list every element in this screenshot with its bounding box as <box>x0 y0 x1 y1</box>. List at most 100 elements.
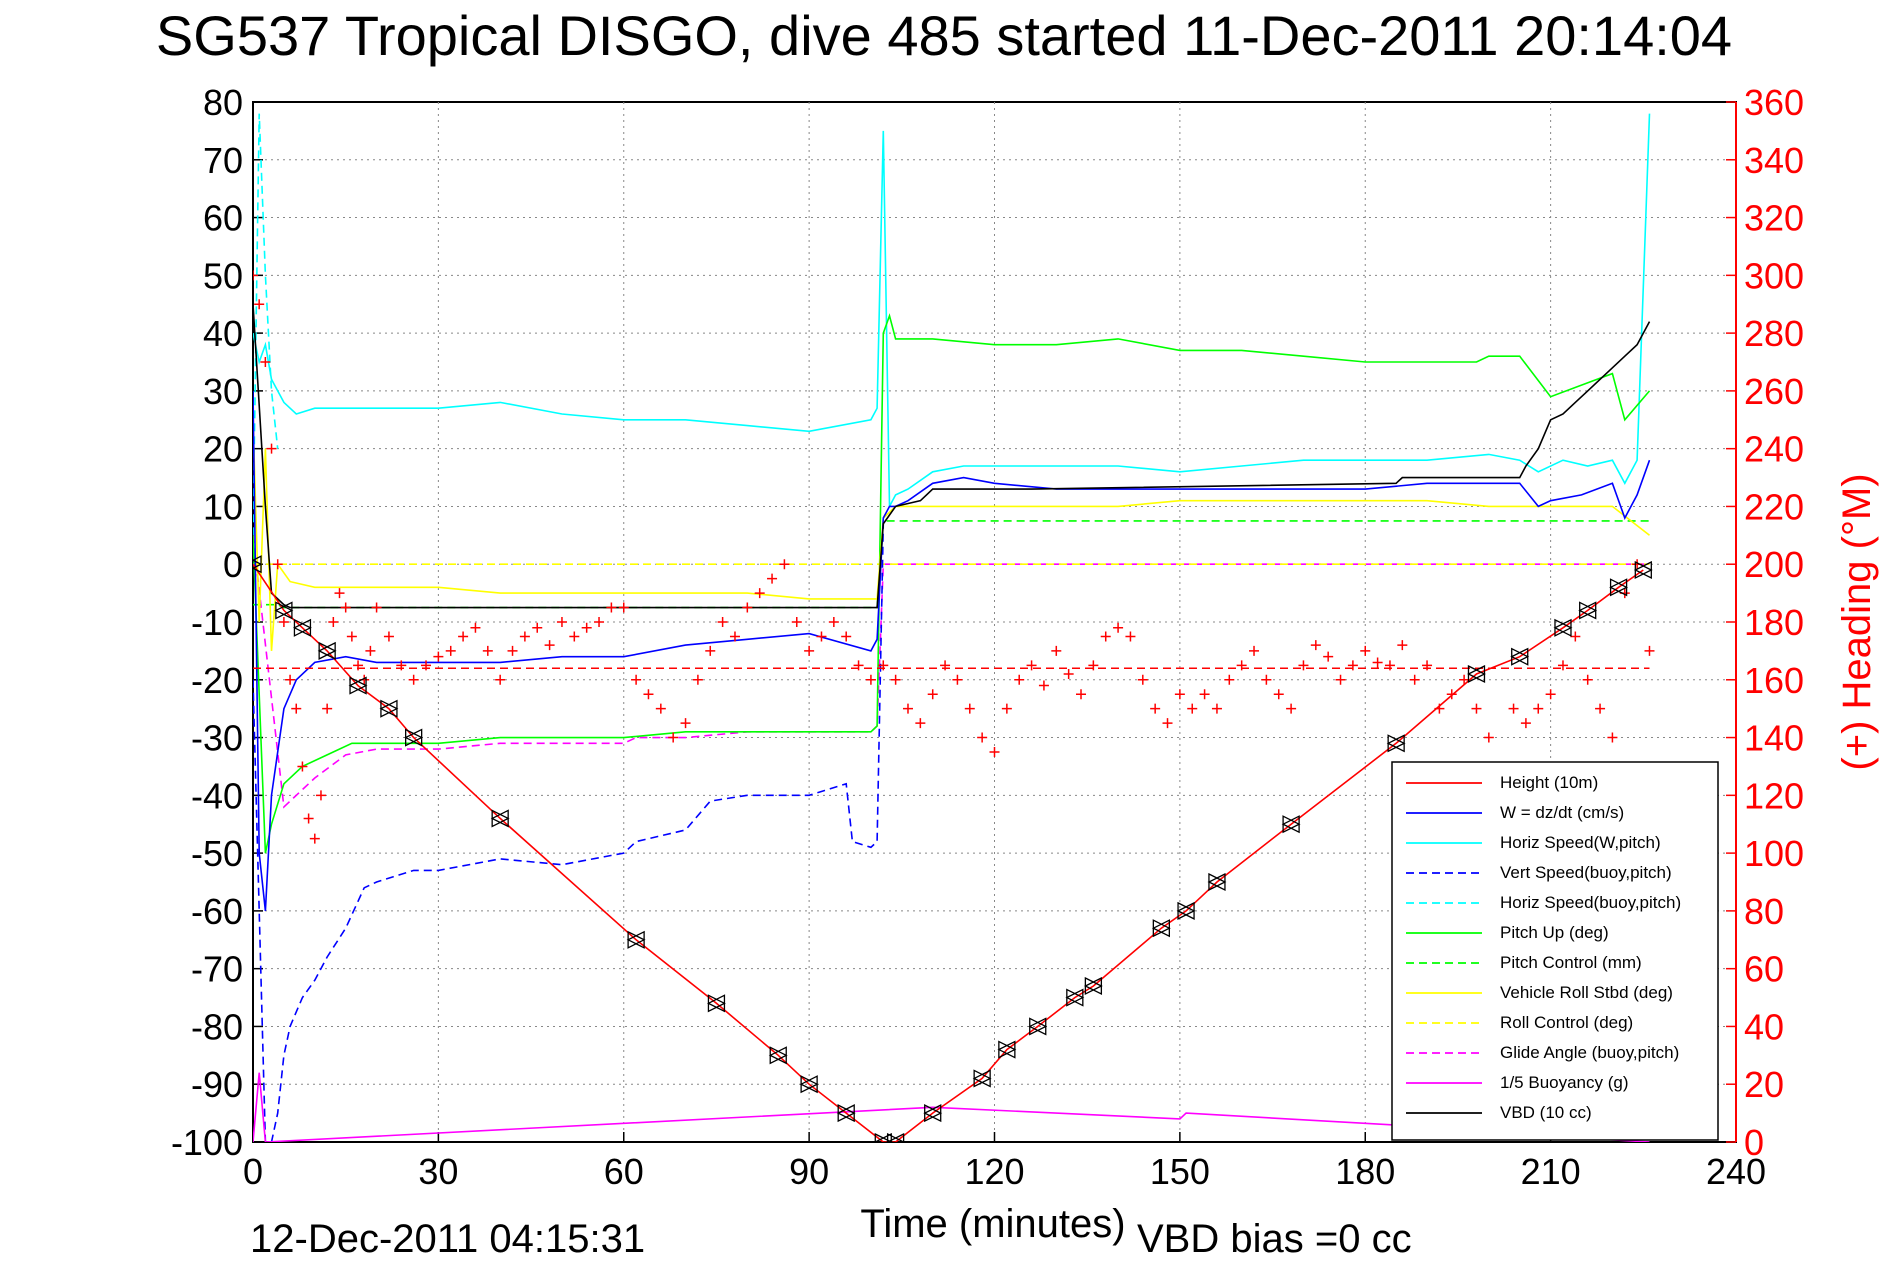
y-tick-label: 80 <box>203 82 243 123</box>
heading-point <box>754 588 765 599</box>
y-tick-label: 70 <box>203 140 243 181</box>
y-tick-label: 20 <box>203 429 243 470</box>
heading-point <box>606 602 617 613</box>
height-marker <box>706 994 726 1013</box>
y-axis-ticks: 80 70 60 50 40 30 20 10 0 -10 -20 -30 -40 -50 -60 -70 -8… <box>171 82 263 1163</box>
legend-entry: Vehicle Roll Stbd (deg) <box>1500 983 1673 1002</box>
y-right-tick-label: 120 <box>1744 775 1804 816</box>
y-right-tick-label: 160 <box>1744 660 1804 701</box>
x-axis-ticks: 0 30 60 90 120 150 180 210 240 <box>243 1132 1766 1192</box>
height-marker <box>274 601 294 620</box>
heading-point <box>532 622 543 633</box>
y-tick-label: 60 <box>203 198 243 239</box>
heading-point <box>828 617 839 627</box>
heading-point <box>631 674 642 685</box>
y-tick-label: -40 <box>191 775 243 816</box>
y-tick-label: 10 <box>203 486 243 527</box>
y-right-tick-label: 40 <box>1744 1006 1784 1047</box>
y-right-tick-label: 140 <box>1744 718 1804 759</box>
heading-point <box>1298 660 1309 671</box>
heading-point <box>1595 703 1606 714</box>
heading-point <box>594 617 605 627</box>
height-marker <box>972 1069 992 1088</box>
heading-point <box>1076 689 1087 700</box>
x-tick-label: 180 <box>1335 1151 1395 1192</box>
height-marker <box>1510 647 1530 666</box>
y-right-tick-label: 320 <box>1744 198 1804 239</box>
heading-point <box>495 674 506 685</box>
height-markers <box>253 555 1653 1142</box>
heading-point <box>680 718 691 729</box>
y-tick-label: 50 <box>203 255 243 296</box>
legend: Height (10m) W = dz/dt (cm/s) Horiz Speed(… <box>1391 761 1719 1141</box>
heading-point <box>729 631 740 642</box>
heading-point <box>1113 622 1124 633</box>
heading-point <box>643 689 654 700</box>
heading-point <box>1187 703 1198 714</box>
y-tick-label: -100 <box>171 1122 243 1163</box>
heading-point <box>1422 660 1433 671</box>
series-line-3 <box>253 523 885 1142</box>
heading-markers <box>253 270 1655 844</box>
legend-entry: Pitch Up (deg) <box>1500 923 1609 942</box>
heading-point <box>1001 703 1012 714</box>
heading-point <box>1014 674 1025 685</box>
heading-point <box>1409 674 1420 685</box>
heading-point <box>303 813 314 824</box>
heading-point <box>334 588 345 599</box>
height-marker <box>1065 988 1085 1007</box>
heading-point <box>1224 674 1235 685</box>
x-tick-label: 210 <box>1521 1151 1581 1192</box>
heading-point <box>482 645 493 656</box>
height-marker <box>1083 976 1103 996</box>
height-marker <box>1578 601 1598 620</box>
y-right-tick-label: 340 <box>1744 140 1804 181</box>
heading-point <box>816 631 827 642</box>
heading-point <box>353 660 364 671</box>
heading-point <box>1607 732 1618 743</box>
heading-point <box>433 651 444 662</box>
heading-point <box>1384 660 1395 671</box>
heading-point <box>1150 703 1161 714</box>
heading-point <box>705 645 716 656</box>
height-marker <box>1281 815 1301 834</box>
heading-point <box>668 732 679 743</box>
y-right-tick-label: 0 <box>1744 1122 1764 1163</box>
height-marker <box>1467 664 1486 684</box>
series-line-0 <box>253 563 1644 1142</box>
footer-vbd-bias: VBD bias =0 cc <box>1137 1217 1412 1261</box>
heading-point <box>1125 631 1136 642</box>
heading-point <box>291 703 302 714</box>
heading-point <box>767 573 778 584</box>
heading-point <box>519 631 530 642</box>
heading-point <box>1174 689 1185 700</box>
heading-point <box>1100 631 1111 642</box>
height-marker <box>873 1132 893 1142</box>
y-tick-label: -60 <box>191 891 243 932</box>
heading-point <box>1459 674 1470 685</box>
heading-point <box>1261 674 1272 685</box>
heading-point <box>507 645 518 656</box>
height-marker <box>490 809 510 828</box>
height-marker <box>404 728 424 747</box>
x-axis-label: Time (minutes) <box>860 1202 1125 1246</box>
series-line-4 <box>253 113 279 536</box>
heading-point <box>1249 645 1260 656</box>
legend-entry: Vert Speed(buoy,pitch) <box>1500 863 1672 882</box>
heading-point <box>1273 689 1284 700</box>
heading-point <box>927 689 938 700</box>
heading-point <box>989 747 1000 757</box>
heading-point <box>1545 689 1556 700</box>
heading-point <box>804 645 815 656</box>
height-marker <box>379 699 399 718</box>
legend-entry: 1/5 Buoyancy (g) <box>1500 1073 1629 1092</box>
heading-point <box>779 559 790 570</box>
y-right-tick-label: 100 <box>1744 833 1804 874</box>
heading-point <box>1471 703 1482 714</box>
heading-point <box>618 602 629 613</box>
heading-point <box>940 660 951 671</box>
y-right-tick-label: 180 <box>1744 602 1804 643</box>
heading-point <box>1038 680 1049 691</box>
heading-point <box>977 732 988 743</box>
heading-point <box>470 622 481 633</box>
